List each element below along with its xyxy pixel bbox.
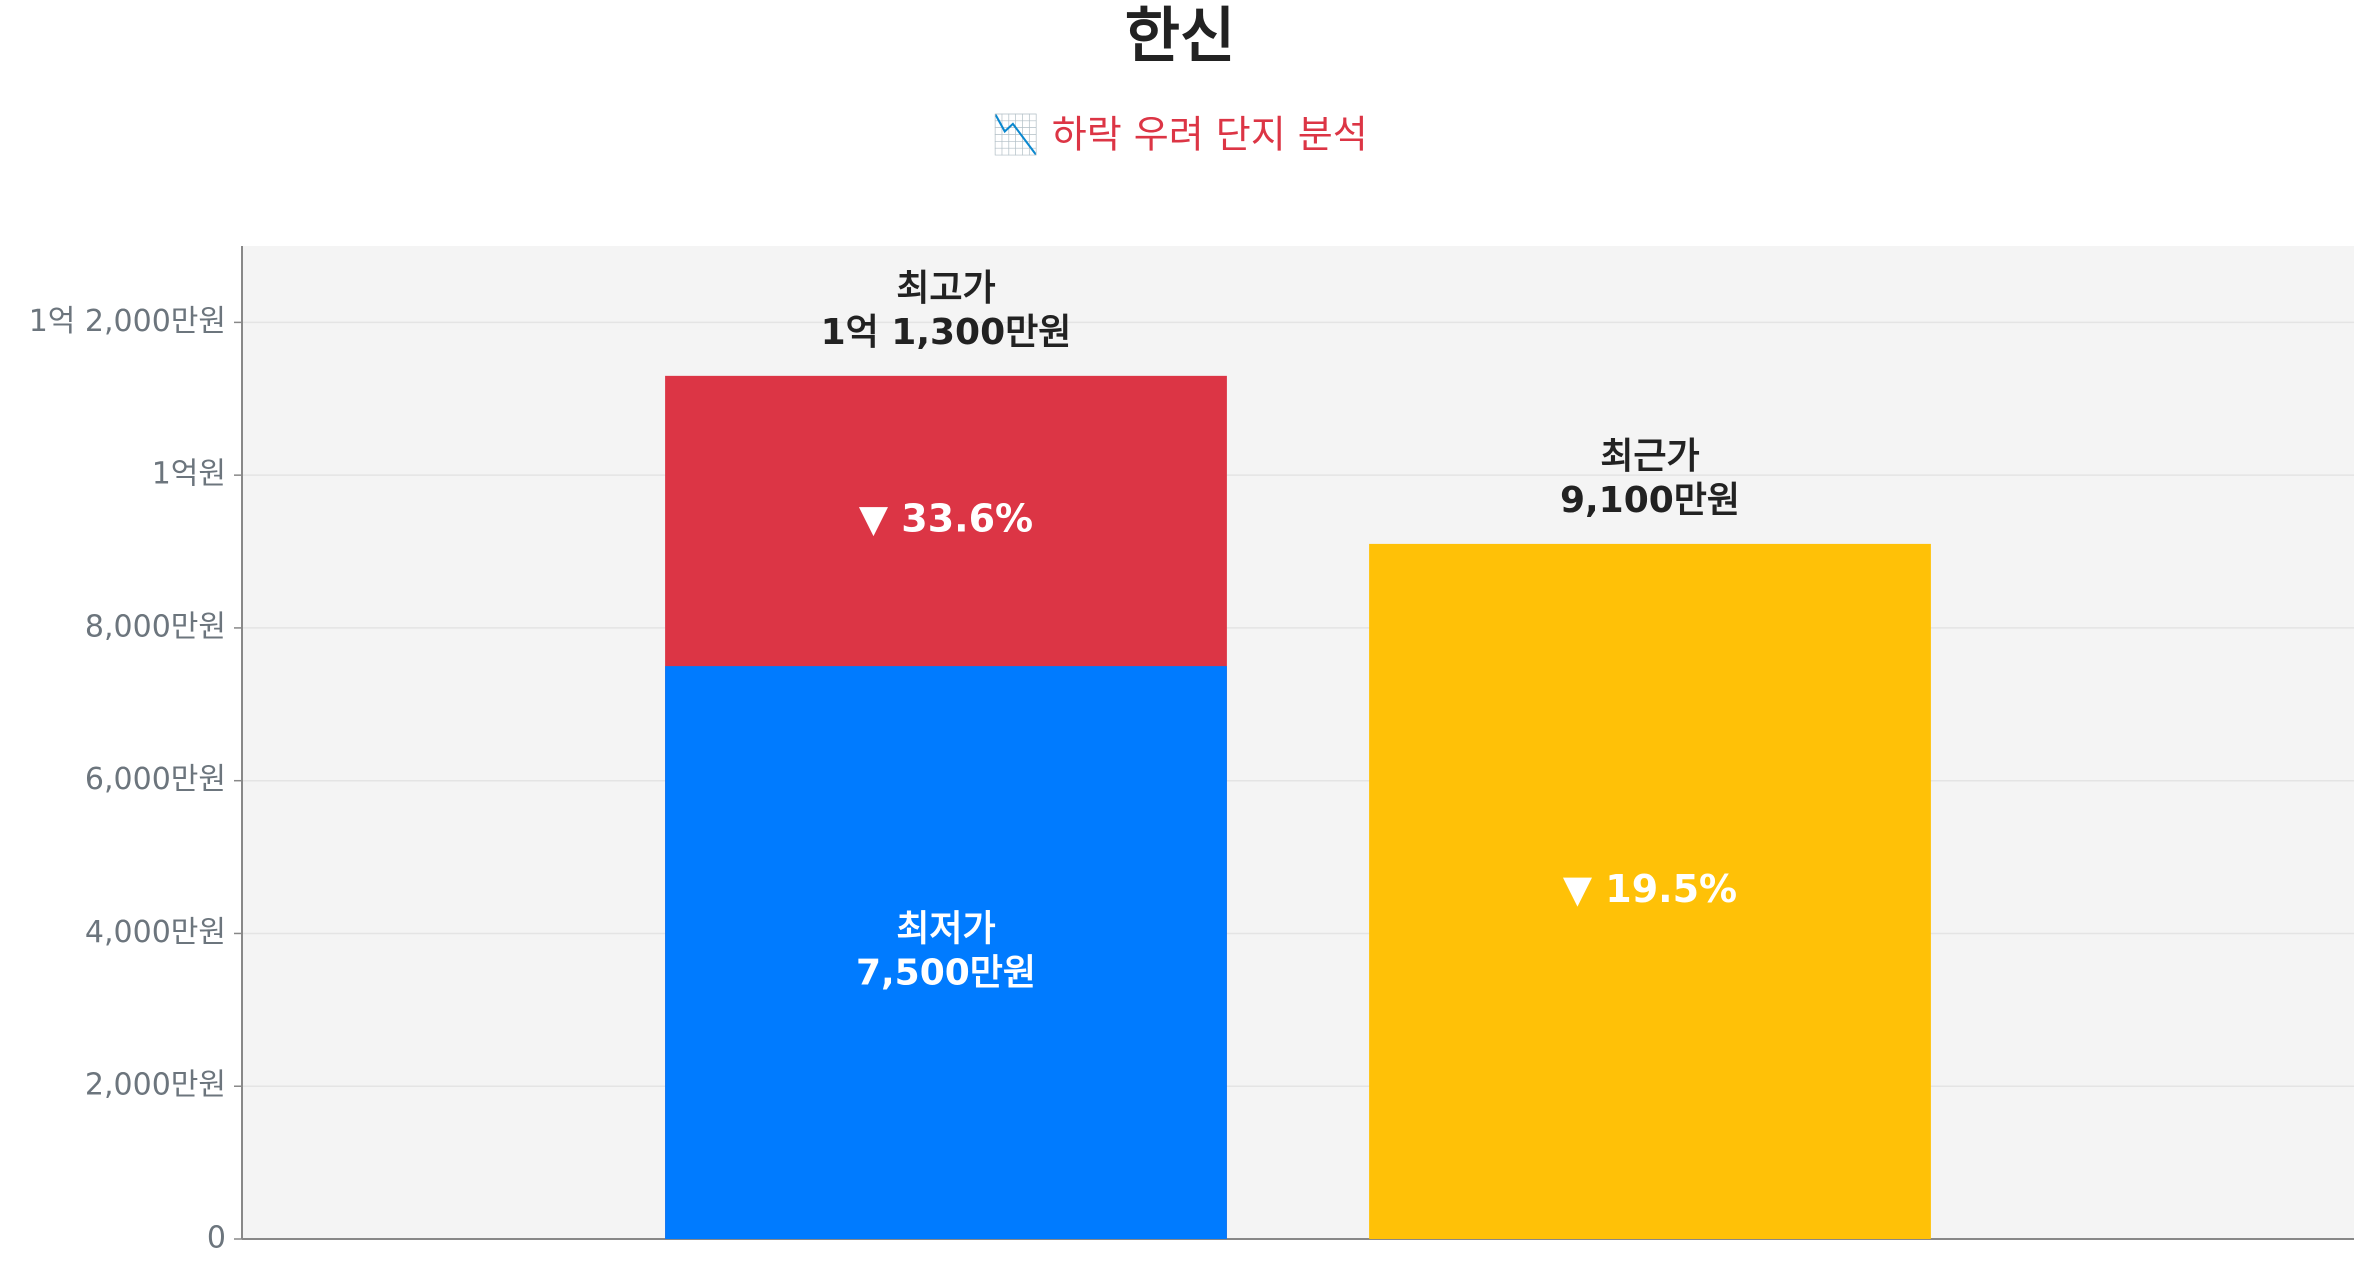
annotation: ▼ 19.5%: [1563, 867, 1737, 911]
y-tick-label: 1억 2,000만원: [29, 304, 226, 339]
bar: [1369, 543, 1931, 1239]
chart-subtitle: 📉 하락 우려 단지 분석: [992, 113, 1367, 157]
series-name-label: 최고가: [896, 268, 995, 309]
annotation: ▼ 33.6%: [859, 496, 1033, 540]
series-name-label: 최저가: [896, 909, 995, 950]
y-tick-label: 8,000만원: [85, 609, 226, 644]
bar: [665, 666, 1227, 1239]
series-name-label: 최근가: [1600, 436, 1699, 477]
y-tick-label: 2,000만원: [85, 1068, 226, 1103]
y-tick-label: 1억원: [152, 457, 226, 492]
y-tick-label: 0: [207, 1221, 226, 1256]
value-label: 1억 1,300만원: [821, 312, 1072, 353]
y-tick-label: 4,000만원: [85, 915, 226, 950]
value-label: 7,500만원: [856, 953, 1036, 994]
value-label: 9,100만원: [1560, 480, 1740, 521]
y-tick-label: 6,000만원: [85, 762, 226, 797]
chart-title: 한신: [1125, 2, 1235, 72]
plot-background: [242, 246, 2354, 1239]
